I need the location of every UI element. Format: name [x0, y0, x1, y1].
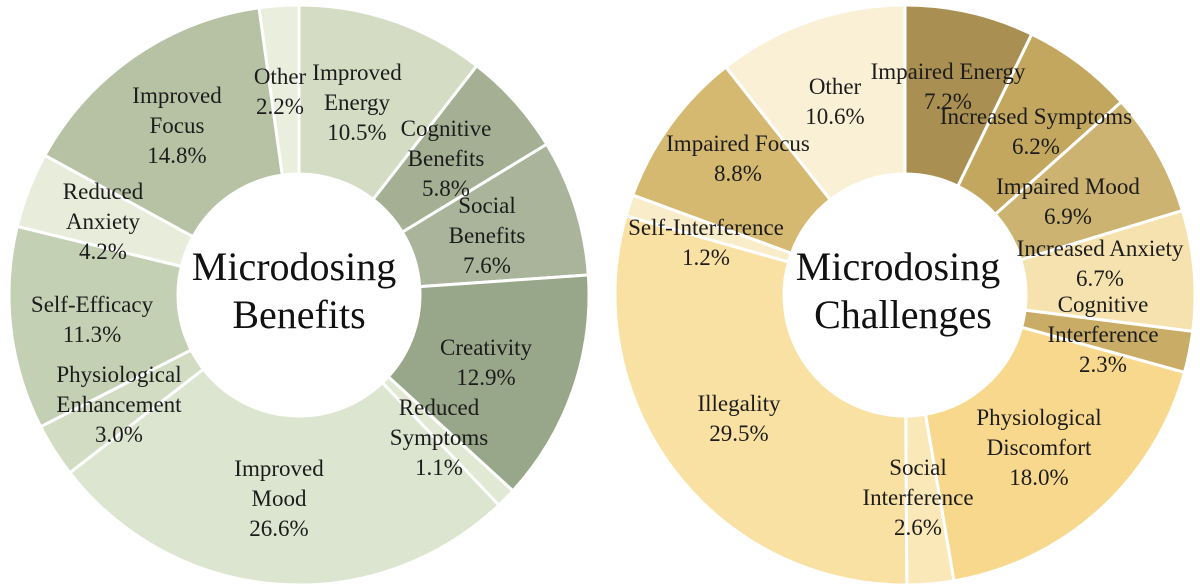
slice-label-other: Other 10.6% [805, 74, 864, 129]
slice-illegality [613, 214, 909, 587]
slice-label-cognitive-benefits: Cognitive Benefits 5.8% [401, 116, 492, 201]
slice-label-social-benefits: Social Benefits 7.6% [449, 193, 526, 278]
slice-label-improved-focus: Improved Focus 14.8% [132, 83, 222, 168]
challenges-title-line-2: Challenges [814, 292, 992, 337]
slice-label-creativity: Creativity 12.9% [440, 335, 532, 390]
slice-improved-mood [68, 367, 501, 587]
slice-label-physiological-enhancement: Physiological Enhancement 3.0% [56, 362, 182, 447]
slice-label-illegality: Illegality 29.5% [697, 391, 781, 446]
challenges-chart-title: Microdosing Challenges [796, 244, 1010, 337]
slice-other [724, 3, 907, 202]
slice-label-reduced-anxiety: Reduced Anxiety 4.2% [63, 179, 144, 264]
slice-improved-focus [43, 6, 284, 239]
slice-label-social-interference: Social Interference 2.6% [862, 455, 973, 540]
slice-label-cognitive-interference: Cognitive Interference 2.3% [1047, 292, 1158, 377]
slice-label-impaired-mood: Impaired Mood 6.9% [996, 174, 1140, 229]
slice-label-reduced-symptoms: Reduced Symptoms 1.1% [390, 395, 488, 480]
slice-self-efficacy [7, 224, 193, 429]
slice-label-increased-symptoms: Increased Symptoms 6.2% [940, 104, 1132, 159]
slice-label-impaired-energy: Impaired Energy 7.2% [871, 59, 1026, 114]
benefits-title-line-1: Microdosing [192, 244, 396, 289]
slice-label-self-interference: Self-Interference 1.2% [628, 215, 784, 270]
slice-label-physiological-discomfort: Physiological Discomfort 18.0% [976, 405, 1101, 490]
microdosing-challenges-donut: Impaired Energy 7.2%Increased Symptoms 6.2… [613, 3, 1197, 587]
slice-creativity [386, 273, 591, 493]
microdosing-benefits-donut: Improved Energy 10.5% Cognitive Benefits 5.8%… [7, 3, 591, 587]
slice-label-self-efficacy: Self-Efficacy 11.3% [31, 292, 154, 347]
slice-improved-energy [297, 3, 479, 201]
benefits-title-line-2: Benefits [232, 292, 365, 337]
slice-label-improved-energy: Improved Energy 10.5% [312, 60, 402, 145]
slice-label-increased-anxiety: Increased Anxiety 6.7% [1017, 236, 1184, 291]
slice-label-other: Other 2.2% [254, 64, 307, 119]
slice-other [257, 3, 301, 177]
charts-layer: Improved Energy 10.5% Cognitive Benefits 5.8%… [7, 3, 1197, 587]
slice-physiological-discomfort [923, 325, 1186, 583]
challenges-title-line-1: Microdosing [796, 244, 1000, 289]
benefits-chart-title: Microdosing Benefits [192, 244, 406, 337]
slice-label-impaired-focus: Impaired Focus 8.8% [666, 131, 810, 186]
slice-label-improved-mood: Improved Mood 26.6% [234, 456, 324, 541]
